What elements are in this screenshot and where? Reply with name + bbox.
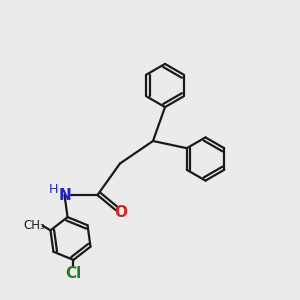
Text: O: O: [114, 205, 128, 220]
Text: N: N: [58, 188, 71, 202]
Text: Cl: Cl: [65, 266, 82, 281]
Text: CH₃: CH₃: [23, 219, 45, 232]
Text: H: H: [48, 183, 58, 196]
